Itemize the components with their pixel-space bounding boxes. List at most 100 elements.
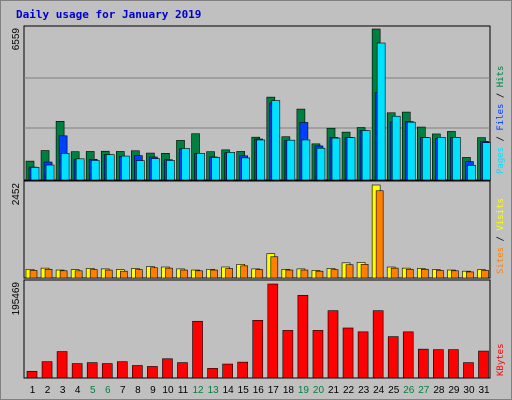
x-tick-label-day-17: 17 <box>268 385 280 396</box>
x-tick-label-day-1: 1 <box>30 385 36 396</box>
bar-kbytes-day-29 <box>448 349 459 379</box>
legend-entry-pages: Pages <box>496 147 506 174</box>
bar-sites-day-8 <box>135 269 143 279</box>
bar-kbytes-day-22 <box>342 327 354 379</box>
bar-kbytes-day-14 <box>222 363 233 379</box>
bar-kbytes-day-13 <box>207 368 218 379</box>
bar-pages-day-13 <box>211 157 220 181</box>
x-tick-label-day-26: 26 <box>403 385 415 396</box>
bar-pages-day-22 <box>346 137 356 181</box>
bar-kbytes-day-19 <box>297 294 309 379</box>
bar-sites-day-29 <box>451 270 459 279</box>
bar-pages-day-3 <box>60 152 70 181</box>
bar-pages-day-6 <box>105 154 115 181</box>
bar-sites-day-15 <box>240 265 248 279</box>
x-tick-label-day-10: 10 <box>162 385 174 396</box>
bar-kbytes-day-12 <box>192 320 203 379</box>
bar-pages-day-25 <box>391 115 401 181</box>
bar-kbytes-day-8 <box>132 365 143 379</box>
x-tick-label-day-9: 9 <box>150 385 156 396</box>
x-tick-label-day-28: 28 <box>433 385 445 396</box>
x-tick-label-day-4: 4 <box>75 385 81 396</box>
bar-sites-day-6 <box>104 269 113 279</box>
x-tick-label-day-31: 31 <box>478 385 490 396</box>
bar-sites-day-22 <box>345 264 354 279</box>
bar-sites-day-5 <box>89 269 98 279</box>
bar-kbytes-day-11 <box>177 362 188 379</box>
x-tick-label-day-5: 5 <box>90 385 96 396</box>
x-tick-label-day-25: 25 <box>388 385 400 396</box>
bar-sites-day-13 <box>210 269 218 279</box>
bar-pages-day-7 <box>121 155 130 181</box>
bar-sites-day-17 <box>270 256 279 279</box>
x-tick-label-day-20: 20 <box>313 385 325 396</box>
bar-kbytes-day-26 <box>402 331 414 379</box>
bar-kbytes-day-31 <box>478 350 489 379</box>
legend-entry-visits: Visits <box>496 198 506 231</box>
bar-sites-day-28 <box>436 270 444 279</box>
bar-pages-day-12 <box>196 152 205 181</box>
legend-entry-files: Files <box>496 104 506 131</box>
bar-pages-day-15 <box>241 157 250 181</box>
bar-kbytes-day-5 <box>86 362 98 379</box>
x-tick-label-day-13: 13 <box>208 385 220 396</box>
bar-sites-day-30 <box>466 271 474 279</box>
bar-kbytes-day-16 <box>252 319 264 379</box>
bar-sites-day-4 <box>74 270 83 279</box>
x-tick-label-day-16: 16 <box>253 385 265 396</box>
bar-pages-day-29 <box>452 137 461 181</box>
x-tick-label-day-2: 2 <box>45 385 51 396</box>
x-tick-label-day-19: 19 <box>298 385 310 396</box>
bar-sites-day-31 <box>481 270 489 279</box>
bar-sites-day-10 <box>165 267 173 279</box>
x-tick-label-day-22: 22 <box>343 385 355 396</box>
bar-kbytes-day-10 <box>162 358 173 379</box>
bar-kbytes-day-30 <box>463 362 474 379</box>
bar-kbytes-day-17 <box>267 283 279 379</box>
bar-kbytes-day-28 <box>433 349 444 379</box>
bar-kbytes-day-20 <box>312 330 324 379</box>
bar-pages-day-18 <box>286 139 296 181</box>
legend-kbytes: KBytes <box>496 343 506 376</box>
bar-pages-day-4 <box>75 158 85 181</box>
bar-kbytes-day-3 <box>56 351 68 379</box>
x-tick-label-day-8: 8 <box>135 385 141 396</box>
bar-sites-day-26 <box>405 268 414 279</box>
bar-pages-day-1 <box>30 167 40 181</box>
x-tick-label-day-21: 21 <box>328 385 340 396</box>
bar-sites-day-16 <box>255 269 264 279</box>
bar-pages-day-23 <box>361 130 371 181</box>
bar-kbytes-day-1 <box>26 370 38 379</box>
bar-kbytes-day-24 <box>372 310 384 379</box>
bar-sites-day-9 <box>150 267 158 279</box>
bar-sites-day-7 <box>120 270 128 279</box>
bar-kbytes-day-25 <box>387 336 399 379</box>
x-tick-label-day-14: 14 <box>223 385 235 396</box>
ymax-label-visits-sites: 2452 <box>11 183 22 206</box>
bar-sites-day-23 <box>360 264 369 279</box>
bar-sites-day-12 <box>195 270 203 279</box>
bar-sites-day-20 <box>315 270 324 279</box>
legend-entry-kbytes: KBytes <box>496 343 506 376</box>
bar-sites-day-11 <box>180 269 188 279</box>
bar-sites-day-1 <box>29 270 38 279</box>
bar-pages-day-5 <box>90 160 100 181</box>
bar-pages-day-31 <box>482 142 491 181</box>
bar-sites-day-3 <box>59 270 68 279</box>
bar-sites-day-14 <box>225 268 233 279</box>
bar-sites-day-21 <box>330 269 339 279</box>
bar-sites-day-19 <box>300 269 309 279</box>
bar-pages-day-9 <box>151 158 160 181</box>
bar-sites-day-24 <box>375 190 384 279</box>
x-tick-label-day-3: 3 <box>60 385 66 396</box>
bar-kbytes-day-4 <box>71 363 83 379</box>
panel-visits-sites <box>23 180 491 279</box>
bar-pages-day-21 <box>331 137 341 181</box>
x-tick-label-day-11: 11 <box>178 385 189 396</box>
bar-kbytes-day-27 <box>417 348 429 379</box>
legend-separator: / <box>496 231 506 247</box>
bar-pages-day-27 <box>421 137 431 181</box>
legend-separator: / <box>496 131 506 147</box>
bar-pages-day-30 <box>467 164 476 181</box>
